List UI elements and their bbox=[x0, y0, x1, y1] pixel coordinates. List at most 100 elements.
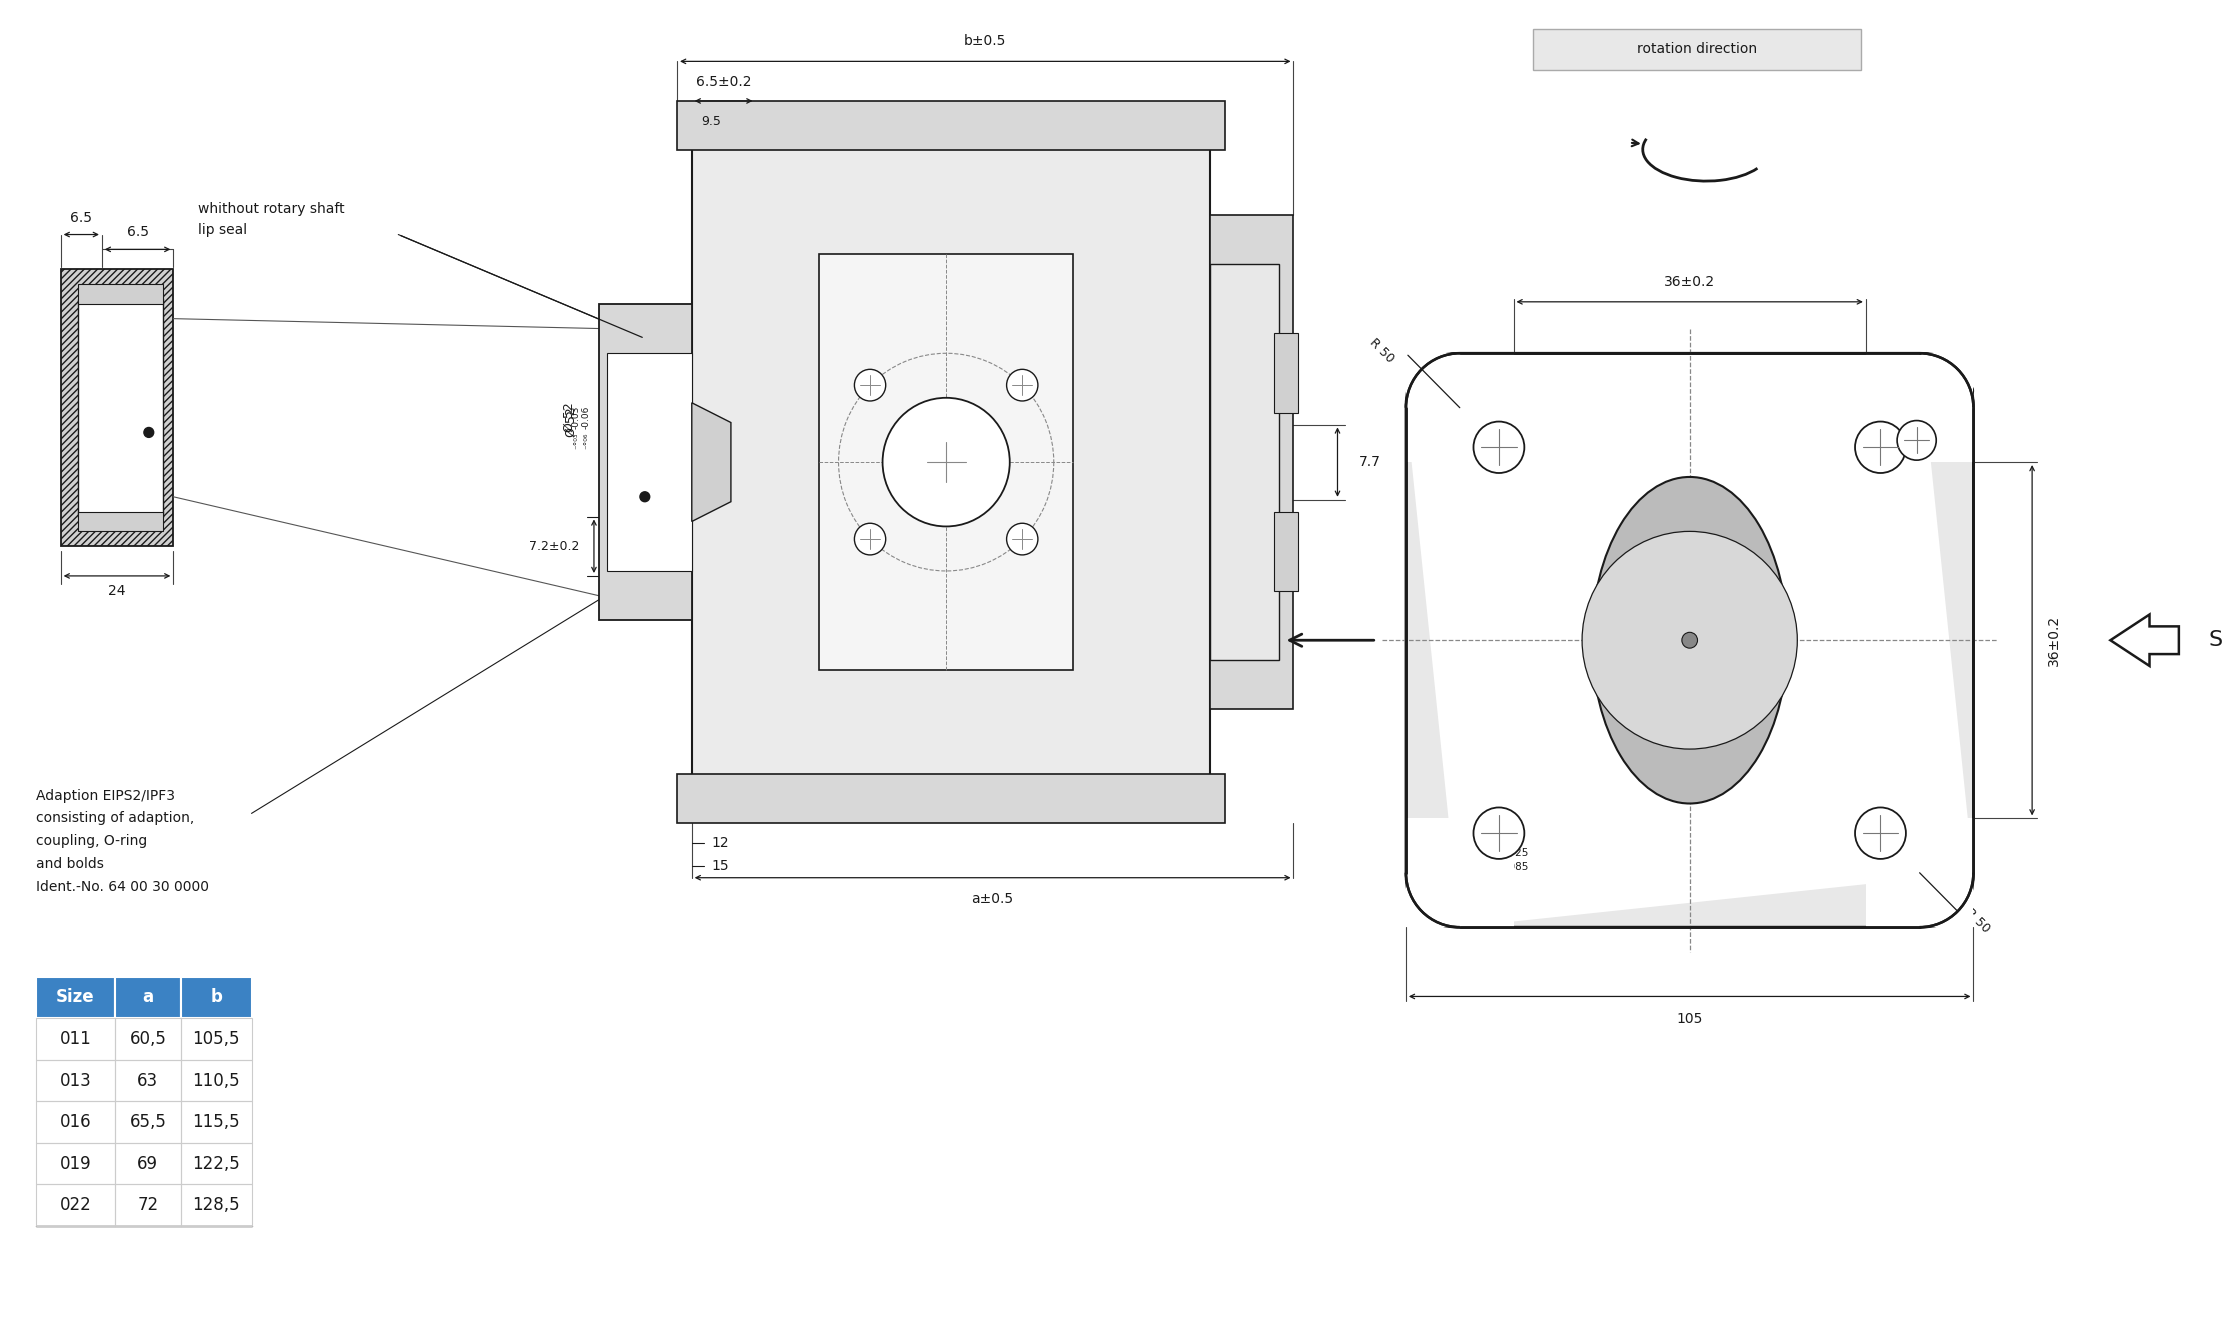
Text: b±0.5: b±0.5 bbox=[963, 33, 1007, 48]
Text: Ø 52: Ø 52 bbox=[563, 402, 576, 433]
Bar bbox=[1406, 818, 1515, 927]
Text: 6.5: 6.5 bbox=[71, 211, 93, 225]
Text: 022: 022 bbox=[60, 1197, 91, 1214]
Text: 9.5: 9.5 bbox=[701, 115, 721, 127]
Circle shape bbox=[1646, 596, 1735, 685]
Text: Ø 9: Ø 9 bbox=[1950, 385, 1975, 399]
Text: 12: 12 bbox=[712, 835, 729, 850]
Text: R 50: R 50 bbox=[1366, 335, 1397, 365]
Text: 6.5: 6.5 bbox=[127, 225, 149, 240]
Text: 36±0.2: 36±0.2 bbox=[1664, 275, 1715, 289]
Bar bbox=[180, 1143, 251, 1185]
Text: 6.5±0.2: 6.5±0.2 bbox=[696, 75, 752, 89]
Text: 60,5: 60,5 bbox=[129, 1030, 167, 1049]
Text: P: P bbox=[1241, 630, 1254, 650]
Text: whithout rotary shaft
lip seal: whithout rotary shaft lip seal bbox=[198, 203, 345, 237]
Bar bbox=[78, 285, 165, 303]
Bar bbox=[116, 1018, 180, 1059]
Bar bbox=[1274, 511, 1299, 591]
Text: 013: 013 bbox=[60, 1071, 91, 1090]
Text: consisting of adaption,: consisting of adaption, bbox=[36, 812, 193, 825]
Text: 15: 15 bbox=[712, 859, 729, 873]
Text: a: a bbox=[142, 989, 153, 1006]
Text: 8: 8 bbox=[1466, 849, 1475, 863]
Bar bbox=[607, 354, 692, 571]
Text: 105,5: 105,5 bbox=[193, 1030, 240, 1049]
Text: -0.03
-0.06: -0.03 -0.06 bbox=[572, 406, 592, 429]
Circle shape bbox=[1681, 633, 1697, 649]
Text: 011: 011 bbox=[60, 1030, 91, 1049]
Ellipse shape bbox=[1592, 477, 1788, 804]
Circle shape bbox=[1855, 808, 1906, 859]
Bar bbox=[598, 303, 692, 621]
Text: -0.025
-0.085: -0.025 -0.085 bbox=[1497, 849, 1530, 871]
PathPatch shape bbox=[1406, 354, 1973, 927]
Bar bbox=[1866, 354, 1973, 462]
Text: coupling, O-ring: coupling, O-ring bbox=[36, 834, 147, 849]
Text: Size: Size bbox=[56, 989, 96, 1006]
Bar bbox=[36, 1185, 116, 1226]
Bar bbox=[1274, 334, 1299, 413]
Bar bbox=[1532, 29, 1861, 70]
Text: ⁻°⁰³
⁻°⁰⁶: ⁻°⁰³ ⁻°⁰⁶ bbox=[574, 432, 594, 449]
Text: Ø 52: Ø 52 bbox=[565, 408, 578, 437]
Bar bbox=[180, 1185, 251, 1226]
Text: rotation direction: rotation direction bbox=[1637, 42, 1757, 57]
Circle shape bbox=[1604, 553, 1775, 727]
Text: 36±0.2: 36±0.2 bbox=[2046, 614, 2062, 666]
Circle shape bbox=[854, 369, 885, 401]
Circle shape bbox=[1897, 421, 1937, 461]
Text: S: S bbox=[2208, 630, 2222, 650]
Bar bbox=[180, 977, 251, 1018]
Bar bbox=[116, 1059, 180, 1102]
Bar bbox=[116, 977, 180, 1018]
Text: 019: 019 bbox=[60, 1155, 91, 1173]
Text: R 50: R 50 bbox=[1962, 907, 1993, 936]
Bar bbox=[1866, 818, 1973, 927]
Text: 69: 69 bbox=[138, 1155, 158, 1173]
Bar bbox=[1406, 354, 1515, 462]
Text: 105: 105 bbox=[1677, 1013, 1704, 1026]
Text: a±0.5: a±0.5 bbox=[972, 891, 1014, 906]
Bar bbox=[60, 269, 173, 547]
Bar bbox=[676, 101, 1225, 151]
Bar bbox=[36, 1059, 116, 1102]
Bar bbox=[180, 1059, 251, 1102]
Bar bbox=[180, 1018, 251, 1059]
Text: 128,5: 128,5 bbox=[193, 1197, 240, 1214]
Circle shape bbox=[641, 491, 649, 502]
Bar bbox=[180, 1102, 251, 1143]
Bar bbox=[116, 1102, 180, 1143]
Circle shape bbox=[1624, 573, 1757, 707]
Bar bbox=[36, 1018, 116, 1059]
Bar bbox=[78, 299, 165, 516]
Bar bbox=[818, 254, 1074, 670]
Bar bbox=[36, 977, 116, 1018]
Circle shape bbox=[854, 523, 885, 555]
Text: Ident.-No. 64 00 30 0000: Ident.-No. 64 00 30 0000 bbox=[36, 879, 209, 894]
Text: and bolds: and bolds bbox=[36, 857, 105, 871]
Bar bbox=[116, 1185, 180, 1226]
Bar bbox=[1210, 265, 1279, 661]
Bar bbox=[1210, 214, 1294, 710]
Text: 122,5: 122,5 bbox=[193, 1155, 240, 1173]
Text: 115,5: 115,5 bbox=[193, 1113, 240, 1131]
Text: 110,5: 110,5 bbox=[193, 1071, 240, 1090]
Circle shape bbox=[1475, 808, 1523, 859]
Circle shape bbox=[1855, 421, 1906, 473]
Polygon shape bbox=[692, 402, 732, 522]
Bar bbox=[36, 1143, 116, 1185]
Bar bbox=[116, 1143, 180, 1185]
Text: 24: 24 bbox=[107, 584, 125, 597]
Text: b: b bbox=[211, 989, 222, 1006]
Circle shape bbox=[1007, 369, 1039, 401]
Text: 7.7: 7.7 bbox=[1359, 455, 1381, 469]
Bar bbox=[692, 135, 1210, 789]
Circle shape bbox=[883, 397, 1010, 527]
Bar bbox=[78, 511, 165, 531]
Text: 63: 63 bbox=[138, 1071, 158, 1090]
Text: 7.2±0.2: 7.2±0.2 bbox=[529, 540, 578, 552]
Circle shape bbox=[1007, 523, 1039, 555]
Circle shape bbox=[1475, 421, 1523, 473]
Circle shape bbox=[1581, 531, 1797, 749]
